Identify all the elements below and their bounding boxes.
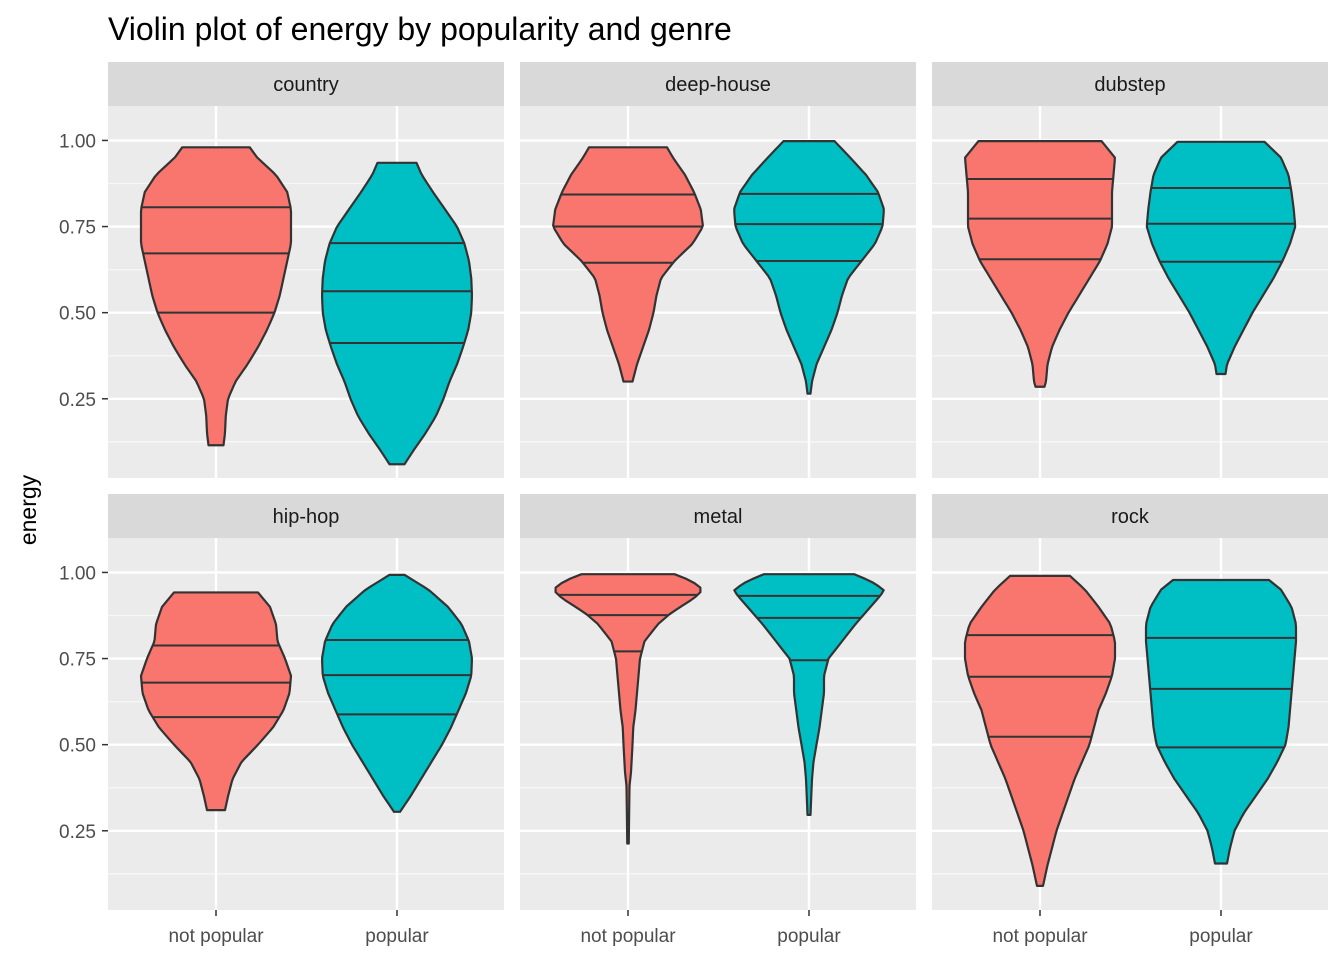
violin-not-popular — [963, 574, 1117, 887]
violin-not-popular — [139, 591, 293, 812]
facet-deep-house: deep-house — [520, 62, 916, 478]
y-tick-label: 1.00 — [59, 131, 96, 152]
violin-popular — [733, 573, 885, 817]
y-tick-label: 0.25 — [59, 822, 96, 843]
chart-title: Violin plot of energy by popularity and … — [108, 11, 732, 47]
facet-strip-label: rock — [1111, 506, 1150, 528]
y-tick-label: 0.75 — [59, 218, 96, 239]
facet-dubstep: dubstep — [932, 62, 1328, 478]
violin-not-popular — [552, 146, 704, 383]
x-tick-label: popular — [777, 926, 841, 947]
facet-metal: metal not popular popular — [520, 494, 916, 947]
y-tick-label: 0.50 — [59, 736, 96, 757]
violin-popular — [1145, 140, 1297, 376]
facet-strip-label: hip-hop — [273, 506, 340, 528]
facet-panels: country 0.25 0.50 0.75 1.00 deep-house dubstep… — [59, 62, 1328, 947]
facet-strip-label: deep-house — [665, 74, 771, 96]
y-tick-label: 1.00 — [59, 563, 96, 584]
facet-country: country 0.25 0.50 0.75 1.00 — [59, 62, 504, 478]
violin-popular — [320, 161, 474, 466]
facet-hip-hop: hip-hop 0.25 0.50 0.75 1.00 not popular popula… — [59, 494, 504, 947]
facet-strip — [520, 62, 916, 106]
y-tick-label: 0.25 — [59, 390, 96, 411]
x-tick-label: not popular — [168, 926, 264, 947]
facet-strip — [932, 62, 1328, 106]
facet-strip — [108, 494, 504, 538]
facet-strip-label: metal — [694, 506, 743, 528]
violin-not-popular — [554, 573, 702, 845]
facet-strip — [932, 494, 1328, 538]
facet-strip-label: country — [273, 74, 339, 96]
y-tick-label: 0.75 — [59, 650, 96, 671]
facet-strip — [108, 62, 504, 106]
violin-popular — [1144, 578, 1298, 865]
violin-popular — [321, 573, 473, 813]
facet-rock: rock not popular popular — [932, 494, 1328, 947]
violin-not-popular — [139, 146, 293, 447]
violin-popular — [733, 140, 885, 395]
violin-not-popular — [964, 140, 1116, 388]
x-tick-label: popular — [365, 926, 429, 947]
y-axis-label: energy — [15, 474, 41, 545]
x-tick-label: popular — [1189, 926, 1253, 947]
x-tick-label: not popular — [992, 926, 1088, 947]
y-tick-label: 0.50 — [59, 304, 96, 325]
facet-strip-label: dubstep — [1094, 74, 1165, 96]
x-tick-label: not popular — [580, 926, 676, 947]
facet-strip — [520, 494, 916, 538]
